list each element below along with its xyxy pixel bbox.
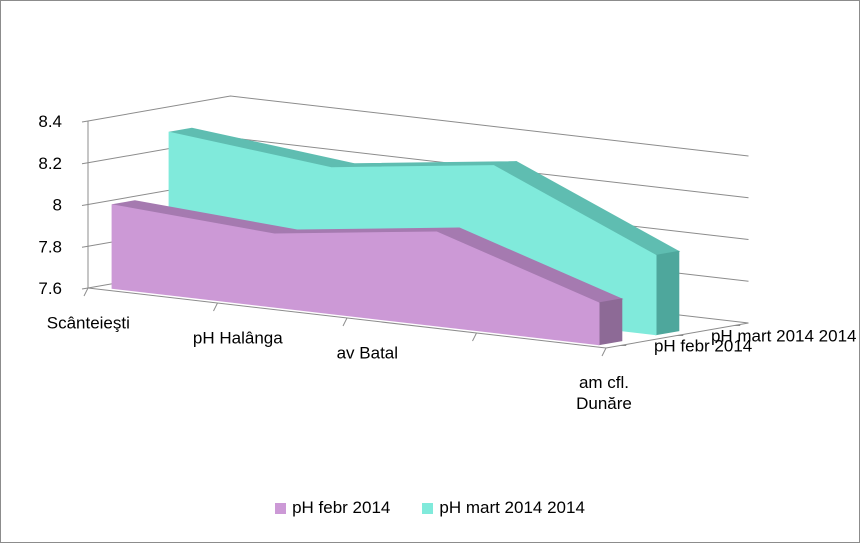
legend-item-mart: pH mart 2014 2014 xyxy=(422,498,585,518)
x-category-label: pH Halânga xyxy=(193,328,283,347)
y-tick-label: 8 xyxy=(53,196,62,215)
legend-swatch-febr xyxy=(275,502,287,514)
series-side-face xyxy=(598,298,623,346)
y-tick-mark xyxy=(81,204,89,206)
y-tick-mark xyxy=(81,245,89,248)
y-tick-label: 8.4 xyxy=(38,112,62,131)
x-tick-mark xyxy=(83,287,89,297)
x-tick-mark xyxy=(213,302,218,312)
legend: pH febr 2014 pH mart 2014 2014 xyxy=(0,498,860,518)
x-category-label: Scânteieşti xyxy=(47,313,130,332)
series-side-face xyxy=(655,250,680,336)
x-tick-mark xyxy=(342,317,348,327)
x-tick-mark xyxy=(472,332,477,342)
x-category-label: av Batal xyxy=(337,343,398,362)
y-tick-mark xyxy=(81,120,89,123)
x-category-label: am cfl. Dunăre xyxy=(576,373,632,413)
y-tick-mark xyxy=(81,162,89,165)
legend-label-febr: pH febr 2014 xyxy=(292,498,391,517)
series-axis-label: pH mart 2014 2014 xyxy=(711,327,857,346)
series-front-face xyxy=(111,204,600,346)
legend-item-febr: pH febr 2014 xyxy=(275,498,390,518)
legend-label-mart: pH mart 2014 2014 xyxy=(439,498,585,517)
y-tick-label: 8.2 xyxy=(38,154,62,173)
legend-swatch-mart xyxy=(422,502,434,514)
y-tick-mark xyxy=(81,287,89,290)
gridline xyxy=(87,95,749,157)
series-axis-label: pH febr 2014 xyxy=(654,337,752,356)
y-tick-label: 7.8 xyxy=(38,237,62,256)
x-tick-mark xyxy=(601,347,607,357)
y-tick-label: 7.6 xyxy=(38,279,62,298)
